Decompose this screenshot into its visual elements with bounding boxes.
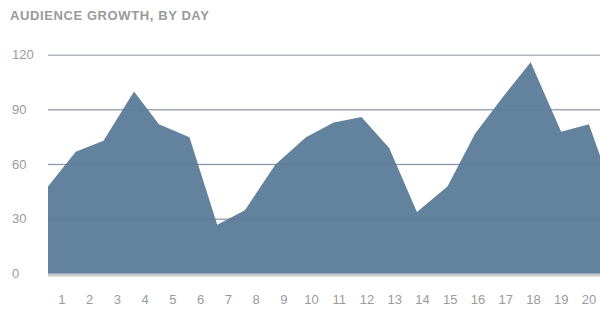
- x-tick-label: 7: [225, 292, 232, 307]
- x-tick-label: 8: [252, 292, 259, 307]
- x-tick-label: 14: [415, 292, 429, 307]
- x-tick-label: 20: [582, 292, 596, 307]
- x-tick-label: 15: [443, 292, 457, 307]
- x-tick-label: 16: [471, 292, 485, 307]
- x-tick-label: 9: [280, 292, 287, 307]
- grid-line-overlay: [48, 219, 600, 220]
- x-axis-line: [48, 274, 600, 277]
- x-tick-label: 13: [387, 292, 401, 307]
- y-tick-label: 60: [12, 157, 26, 172]
- y-tick-label: 90: [12, 102, 26, 117]
- x-tick-label: 4: [141, 292, 148, 307]
- grid-line-overlay: [48, 164, 600, 165]
- chart-container: AUDIENCE GROWTH, BY DAY03060901201234567…: [0, 0, 600, 309]
- grid-line: [48, 54, 600, 56]
- grid-line-overlay: [48, 55, 600, 56]
- x-tick-label: 18: [526, 292, 540, 307]
- chart-title: AUDIENCE GROWTH, BY DAY: [10, 8, 209, 23]
- chart-svg: AUDIENCE GROWTH, BY DAY03060901201234567…: [0, 0, 600, 309]
- y-tick-label: 120: [12, 47, 34, 62]
- x-tick-label: 1: [58, 292, 65, 307]
- grid-line-overlay: [48, 274, 600, 275]
- area: [48, 62, 600, 274]
- x-tick-label: 11: [333, 292, 347, 307]
- y-tick-label: 0: [12, 266, 19, 281]
- grid-line-overlay: [48, 109, 600, 110]
- x-tick-label: 19: [554, 292, 568, 307]
- x-tick-label: 3: [114, 292, 121, 307]
- x-tick-label: 17: [498, 292, 512, 307]
- grid: [48, 55, 600, 274]
- plot-area: [48, 55, 600, 274]
- x-tick-label: 10: [304, 292, 318, 307]
- x-tick-label: 5: [169, 292, 176, 307]
- y-tick-label: 30: [12, 211, 26, 226]
- x-tick-label: 2: [86, 292, 93, 307]
- x-tick-label: 12: [360, 292, 374, 307]
- x-tick-label: 6: [197, 292, 204, 307]
